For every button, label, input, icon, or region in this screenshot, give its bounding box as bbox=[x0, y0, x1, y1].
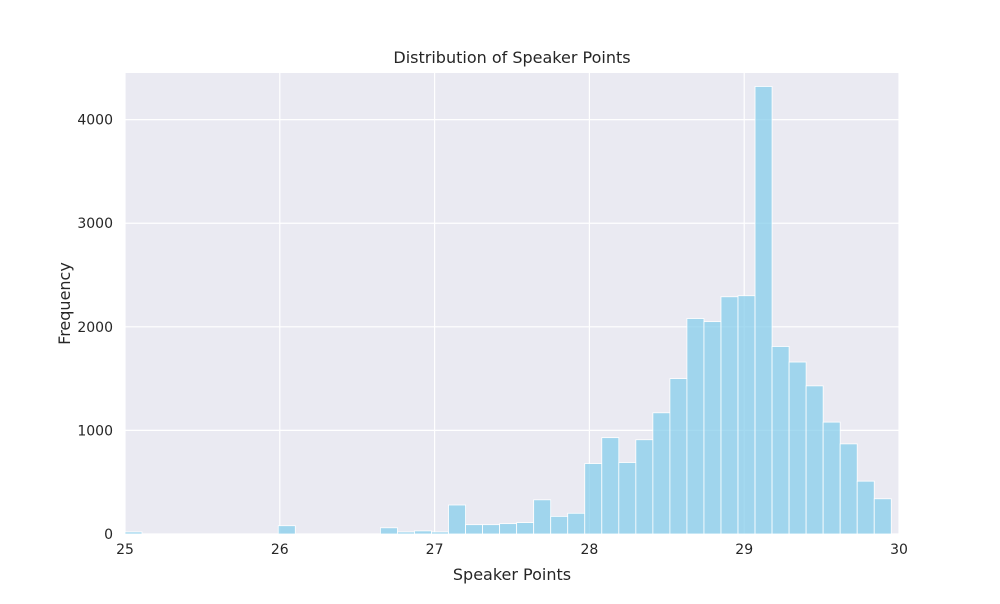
x-axis-label: Speaker Points bbox=[453, 565, 571, 584]
histogram-bar bbox=[618, 462, 637, 535]
histogram-bar bbox=[635, 439, 654, 535]
histogram-bar bbox=[652, 412, 671, 535]
y-tick-label: 4000 bbox=[77, 113, 113, 129]
histogram-bar bbox=[277, 525, 296, 535]
histogram-bar bbox=[771, 346, 790, 535]
x-tick-label: 29 bbox=[735, 542, 753, 558]
histogram-bar bbox=[686, 318, 705, 535]
x-tick-label: 27 bbox=[426, 542, 444, 558]
histogram-bar bbox=[601, 437, 620, 535]
histogram-bar bbox=[805, 385, 824, 535]
histogram-bar bbox=[873, 498, 892, 535]
histogram-bar bbox=[754, 86, 773, 535]
histogram-bar bbox=[856, 480, 875, 535]
x-tick-label: 25 bbox=[116, 542, 134, 558]
chart-title: Distribution of Speaker Points bbox=[393, 48, 630, 67]
histogram-bar bbox=[584, 463, 603, 535]
histogram-bar bbox=[533, 499, 552, 535]
histogram-bar bbox=[380, 527, 398, 535]
y-tick-label: 1000 bbox=[77, 423, 113, 439]
histogram-bar bbox=[499, 523, 518, 535]
x-tick-label: 30 bbox=[890, 542, 908, 558]
histogram-bar bbox=[720, 296, 739, 535]
y-tick-label: 0 bbox=[104, 527, 113, 543]
x-tick-label: 26 bbox=[271, 542, 289, 558]
tick-labels: 25 26 27 28 29 30 0 1000 2000 3000 4000 bbox=[77, 113, 908, 558]
histogram-bar bbox=[414, 530, 432, 535]
histogram-bar bbox=[567, 512, 586, 535]
histogram-bar bbox=[669, 378, 688, 535]
histogram-bar bbox=[737, 295, 756, 535]
histogram-bar bbox=[550, 515, 569, 535]
x-tick-label: 28 bbox=[580, 542, 598, 558]
histogram-bar bbox=[839, 443, 858, 535]
histogram-bar bbox=[465, 524, 483, 535]
histogram-bar bbox=[431, 531, 449, 535]
histogram-bars bbox=[124, 86, 892, 535]
histogram-bar bbox=[397, 531, 415, 535]
histogram-bar bbox=[482, 524, 501, 535]
histogram-bar bbox=[822, 421, 841, 535]
histogram-bar bbox=[703, 321, 722, 535]
y-tick-label: 3000 bbox=[77, 216, 113, 232]
histogram-bar bbox=[788, 361, 807, 535]
y-tick-label: 2000 bbox=[77, 320, 113, 336]
histogram-bar bbox=[516, 522, 535, 535]
histogram-bar bbox=[124, 531, 143, 535]
histogram-bar bbox=[448, 504, 466, 535]
y-axis-label: Frequency bbox=[55, 262, 74, 345]
